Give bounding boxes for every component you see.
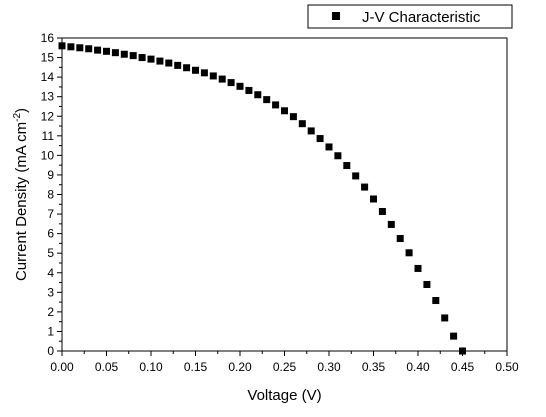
data-point (209, 72, 217, 80)
data-point (396, 235, 404, 243)
data-point (227, 79, 235, 87)
y-tick-label: 5 (47, 246, 54, 260)
data-point (165, 59, 173, 67)
data-point (414, 264, 422, 272)
data-point (289, 113, 297, 121)
data-point (129, 52, 137, 60)
data-point (76, 44, 84, 52)
data-point (307, 127, 315, 135)
data-point (120, 50, 128, 58)
data-point (298, 120, 306, 128)
data-point (343, 162, 351, 170)
x-tick-label: 0.40 (406, 360, 430, 374)
data-point (200, 69, 208, 77)
y-tick-label: 9 (47, 168, 54, 182)
y-tick-label: 11 (42, 129, 55, 143)
data-point (352, 172, 360, 180)
data-point (459, 347, 466, 355)
y-axis-title-close: ) (13, 108, 30, 113)
data-point (272, 101, 280, 109)
x-tick-label: 0.15 (184, 360, 208, 374)
data-point (325, 143, 333, 151)
y-tick-label: 2 (47, 305, 54, 319)
data-point (405, 249, 413, 257)
data-point (218, 75, 226, 83)
data-point (245, 86, 253, 94)
data-point (138, 54, 146, 62)
x-axis-ticks: 0.00 0.05 0.10 0.15 0.20 0.25 0.30 0.35 0.40 0.45… (50, 351, 519, 374)
x-tick-label: 0.10 (139, 360, 163, 374)
data-point (254, 91, 262, 99)
legend-label: J-V Characteristic (362, 9, 481, 26)
y-tick-label: 3 (47, 285, 54, 299)
data-point (192, 66, 199, 74)
y-tick-label: 16 (41, 31, 55, 45)
data-point (67, 43, 75, 51)
legend: J-V Characteristic (307, 4, 513, 29)
y-tick-label: 13 (41, 90, 55, 104)
x-tick-label: 0.00 (50, 360, 74, 374)
y-tick-label: 7 (47, 207, 54, 221)
x-tick-label: 0.05 (95, 360, 119, 374)
y-tick-label: 4 (47, 266, 54, 280)
y-axis-title-main: Current Density (mA cm (13, 122, 30, 281)
data-point (85, 45, 93, 53)
legend-box (307, 4, 513, 29)
data-point (111, 49, 119, 57)
legend-marker-square (332, 12, 340, 20)
data-point (281, 107, 288, 115)
y-tick-label: 10 (41, 148, 55, 162)
data-point (174, 61, 182, 69)
y-tick-label: 8 (47, 188, 54, 202)
x-tick-label: 0.30 (317, 360, 341, 374)
y-tick-label: 6 (47, 227, 54, 241)
x-axis-title: Voltage (V) (247, 387, 321, 404)
data-point (156, 57, 164, 65)
data-series (58, 42, 466, 355)
data-point (94, 46, 102, 54)
x-tick-label: 0.50 (495, 360, 519, 374)
data-point (263, 96, 271, 104)
y-axis-title-superscript: -2 (12, 113, 23, 122)
data-point (236, 82, 244, 90)
data-point (378, 208, 386, 216)
data-point (316, 135, 324, 143)
y-tick-label: 0 (47, 344, 54, 358)
data-point (147, 55, 155, 63)
x-tick-label: 0.25 (273, 360, 297, 374)
data-point (58, 42, 66, 50)
y-tick-label: 12 (41, 109, 55, 123)
y-tick-label: 15 (41, 51, 55, 65)
y-tick-label: 14 (41, 70, 55, 84)
data-point (183, 64, 191, 72)
x-tick-label: 0.35 (362, 360, 386, 374)
x-tick-label: 0.20 (228, 360, 252, 374)
data-point (441, 314, 449, 322)
data-point (432, 297, 440, 305)
data-point (423, 280, 431, 288)
data-point (370, 195, 377, 203)
data-point (361, 183, 369, 191)
y-axis-title: Current Density (mA cm-2) (12, 108, 30, 281)
data-point (450, 332, 458, 340)
x-tick-label: 0.45 (451, 360, 475, 374)
data-point (387, 220, 395, 228)
data-point (334, 152, 342, 160)
plot-frame (61, 37, 508, 352)
data-point (103, 47, 110, 55)
y-tick-label: 1 (47, 324, 54, 338)
